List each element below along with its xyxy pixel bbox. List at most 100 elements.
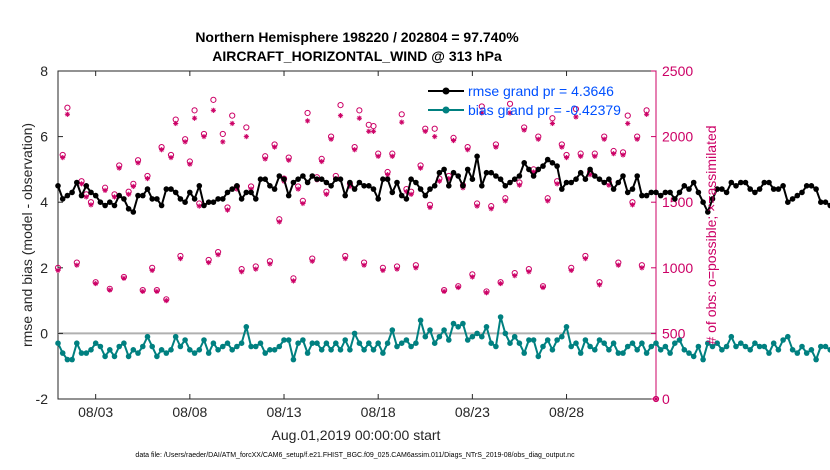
bias-point xyxy=(125,353,132,360)
obs-assimilated-point xyxy=(512,273,518,279)
bias-point xyxy=(615,350,622,356)
bias-point xyxy=(380,350,386,356)
obs-assimilated-point xyxy=(526,269,532,275)
rmse-point xyxy=(389,189,396,196)
obs-assimilated-point xyxy=(210,107,216,113)
bias-point xyxy=(337,347,344,353)
obs-assimilated-point xyxy=(432,134,438,140)
obs-assimilated-point xyxy=(215,252,221,258)
rmse-point xyxy=(573,176,579,182)
rmse-point xyxy=(695,189,702,196)
bias-point xyxy=(568,343,574,350)
obs-assimilated-point xyxy=(187,161,193,167)
rmse-point xyxy=(766,179,772,186)
rmse-point xyxy=(719,186,725,192)
obs-assimilated-point xyxy=(342,256,348,262)
bias-point xyxy=(756,343,763,350)
obs-assimilated-point xyxy=(144,175,151,182)
rmse-point xyxy=(375,196,382,202)
obs-assimilated-point xyxy=(568,267,574,274)
rmse-point xyxy=(229,186,235,192)
bias-point xyxy=(563,324,570,330)
rmse-point xyxy=(723,189,730,196)
bias-point xyxy=(205,350,212,356)
bias-point xyxy=(770,340,777,347)
rmse-point xyxy=(78,192,85,199)
rmse-point xyxy=(770,186,777,192)
obs-assimilated-point xyxy=(408,191,414,197)
obs-assimilated-point xyxy=(126,191,132,197)
bias-point xyxy=(149,343,155,350)
obs-assimilated-point xyxy=(253,266,259,272)
rmse-point xyxy=(818,199,824,205)
bias-point xyxy=(168,347,174,353)
bias-point xyxy=(234,343,240,350)
rmse-point xyxy=(413,179,419,186)
bias-point xyxy=(243,324,250,330)
bias-point xyxy=(535,353,542,360)
legend: rmse grand pr = 4.3646 bias grand pr = -… xyxy=(428,83,621,118)
rmse-point xyxy=(747,186,753,192)
bias-point xyxy=(719,347,725,353)
bias-point xyxy=(253,343,259,350)
obs-assimilated-point xyxy=(130,183,136,190)
obs-assimilated-point xyxy=(356,115,362,121)
obs-assimilated-point xyxy=(271,144,278,150)
rmse-point xyxy=(248,189,254,196)
obs-assimilated-point xyxy=(201,134,207,140)
rmse-point xyxy=(92,192,99,199)
bias-point xyxy=(450,320,457,327)
rmse-point xyxy=(271,186,278,192)
obs-assimilated-point xyxy=(149,267,155,274)
bias-point xyxy=(290,356,297,363)
rmse-point xyxy=(154,196,160,202)
bias-point xyxy=(808,347,815,353)
bias-point xyxy=(403,337,410,343)
bias-point xyxy=(304,350,311,356)
rmse-point xyxy=(785,199,791,205)
obs-possible-point xyxy=(431,125,438,132)
obs-assimilated-point xyxy=(578,153,584,159)
bias-point xyxy=(441,327,447,333)
obs-assimilated-point xyxy=(135,160,141,166)
bias-point xyxy=(215,347,221,353)
plot-area xyxy=(57,70,657,400)
bias-point xyxy=(271,347,278,353)
rmse-point xyxy=(427,186,433,192)
rmse-point xyxy=(342,192,349,199)
obs-assimilated-point xyxy=(380,267,386,274)
rmse-point xyxy=(479,183,485,189)
rmse-point xyxy=(97,199,104,205)
obs-assimilated-point xyxy=(493,144,499,150)
bias-point xyxy=(610,340,617,347)
bias-point xyxy=(276,343,283,350)
rmse-point xyxy=(201,202,207,209)
bias-point xyxy=(643,350,650,356)
bias-point xyxy=(601,340,607,347)
axes-frame xyxy=(57,70,657,400)
bias-point xyxy=(248,343,254,350)
obs-assimilated-point xyxy=(559,144,565,150)
rmse-point xyxy=(752,189,758,196)
rmse-point xyxy=(191,196,198,202)
rmse-point xyxy=(672,196,678,202)
bias-point xyxy=(220,343,226,350)
bias-point xyxy=(300,337,306,343)
rmse-point xyxy=(168,186,174,192)
obs-assimilated-point xyxy=(328,136,334,142)
bias-point xyxy=(121,340,127,347)
rmse-point xyxy=(422,192,429,199)
rmse-point xyxy=(116,192,122,199)
obs-assimilated-point xyxy=(596,282,603,288)
obs-assimilated-point xyxy=(337,113,344,119)
bias-point xyxy=(822,343,829,350)
bias-point xyxy=(384,340,391,347)
obs-assimilated-point xyxy=(498,280,504,287)
obs-assimilated-point xyxy=(243,134,249,140)
y-right-tick-label: 1500 xyxy=(662,194,693,210)
rmse-point xyxy=(135,192,141,199)
bias-point xyxy=(262,350,269,356)
obs-assimilated-point xyxy=(563,154,570,161)
obs-assimilated-point xyxy=(615,262,621,268)
